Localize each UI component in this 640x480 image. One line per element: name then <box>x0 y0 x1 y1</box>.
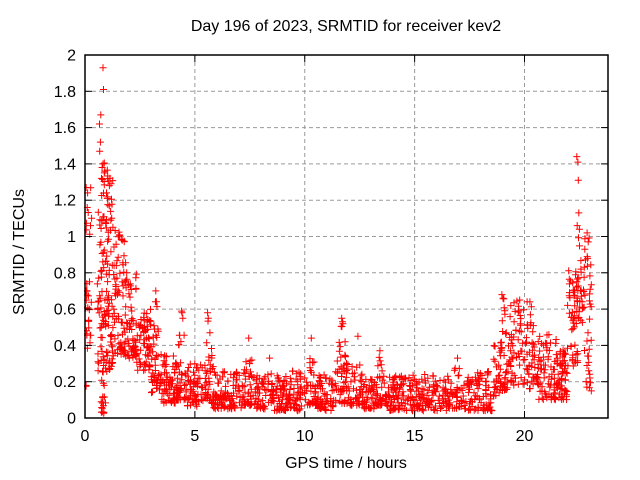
y-tick-label: 0.4 <box>54 338 76 355</box>
y-tick-label: 2 <box>67 48 76 65</box>
scatter-points <box>84 64 595 417</box>
x-tick-label: 20 <box>516 428 534 445</box>
y-tick-label: 0 <box>67 411 76 428</box>
y-axis-label: SRMTID / TECUs <box>11 189 28 315</box>
chart-title: Day 196 of 2023, SRMTID for receiver kev… <box>191 18 501 35</box>
x-tick-label: 10 <box>296 428 314 445</box>
axis-ticks <box>84 54 608 419</box>
x-tick-label: 0 <box>81 428 90 445</box>
x-axis-label: GPS time / hours <box>285 455 407 472</box>
tick-labels: 0 5 10 15 20 0 0.2 0.4 0.6 0.8 1 1.2 1.4 1.6 1.8 2 <box>54 48 534 446</box>
y-tick-label: 0.2 <box>54 374 76 391</box>
x-tick-label: 5 <box>190 428 199 445</box>
y-tick-label: 1 <box>67 229 76 246</box>
y-tick-label: 1.6 <box>54 120 76 137</box>
y-tick-label: 1.2 <box>54 193 76 210</box>
x-tick-label: 15 <box>406 428 424 445</box>
y-tick-label: 0.6 <box>54 302 76 319</box>
y-tick-label: 1.8 <box>54 84 76 101</box>
data-point-markers <box>84 64 595 417</box>
y-tick-label: 0.8 <box>54 265 76 282</box>
y-tick-label: 1.4 <box>54 156 76 173</box>
